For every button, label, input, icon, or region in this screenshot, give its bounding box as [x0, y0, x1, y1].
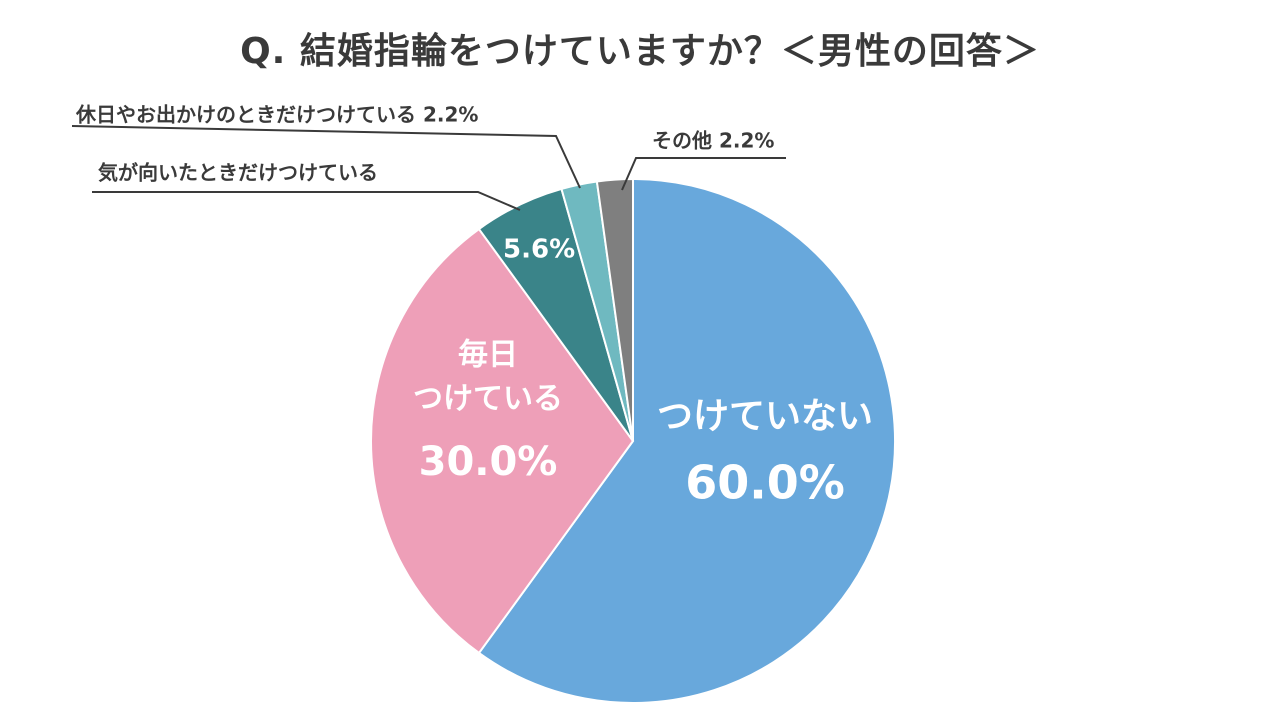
- slice-label-name-2-line-2: つけている: [413, 382, 563, 417]
- pie-slice-1: [477, 177, 896, 704]
- chart-title: Q. 結婚指輪をつけていますか？＜男性の回答＞: [240, 31, 1040, 72]
- slice-label-name-4: 休日やお出かけのときだけつけている 2.2%: [75, 103, 478, 127]
- pie-slice-2: [370, 227, 635, 655]
- slice-label-name-1: つけていない: [657, 396, 873, 437]
- slice-label-value-3: 5.6%: [503, 234, 575, 264]
- pie-slices: [370, 177, 896, 704]
- slice-label-value-1: 60.0%: [685, 456, 845, 510]
- slice-label-name-2-line-1: 毎日: [458, 338, 518, 373]
- slice-label-name-5: その他 2.2%: [652, 129, 774, 153]
- slice-label-name-3: 気が向いたときだけつけている: [98, 161, 378, 185]
- leader-line-5: [621, 157, 786, 191]
- slice-label-value-2: 30.0%: [419, 439, 558, 485]
- leader-line-4: [71, 125, 581, 189]
- pie-slice-5: [595, 177, 634, 442]
- leader-line-3: [92, 191, 521, 211]
